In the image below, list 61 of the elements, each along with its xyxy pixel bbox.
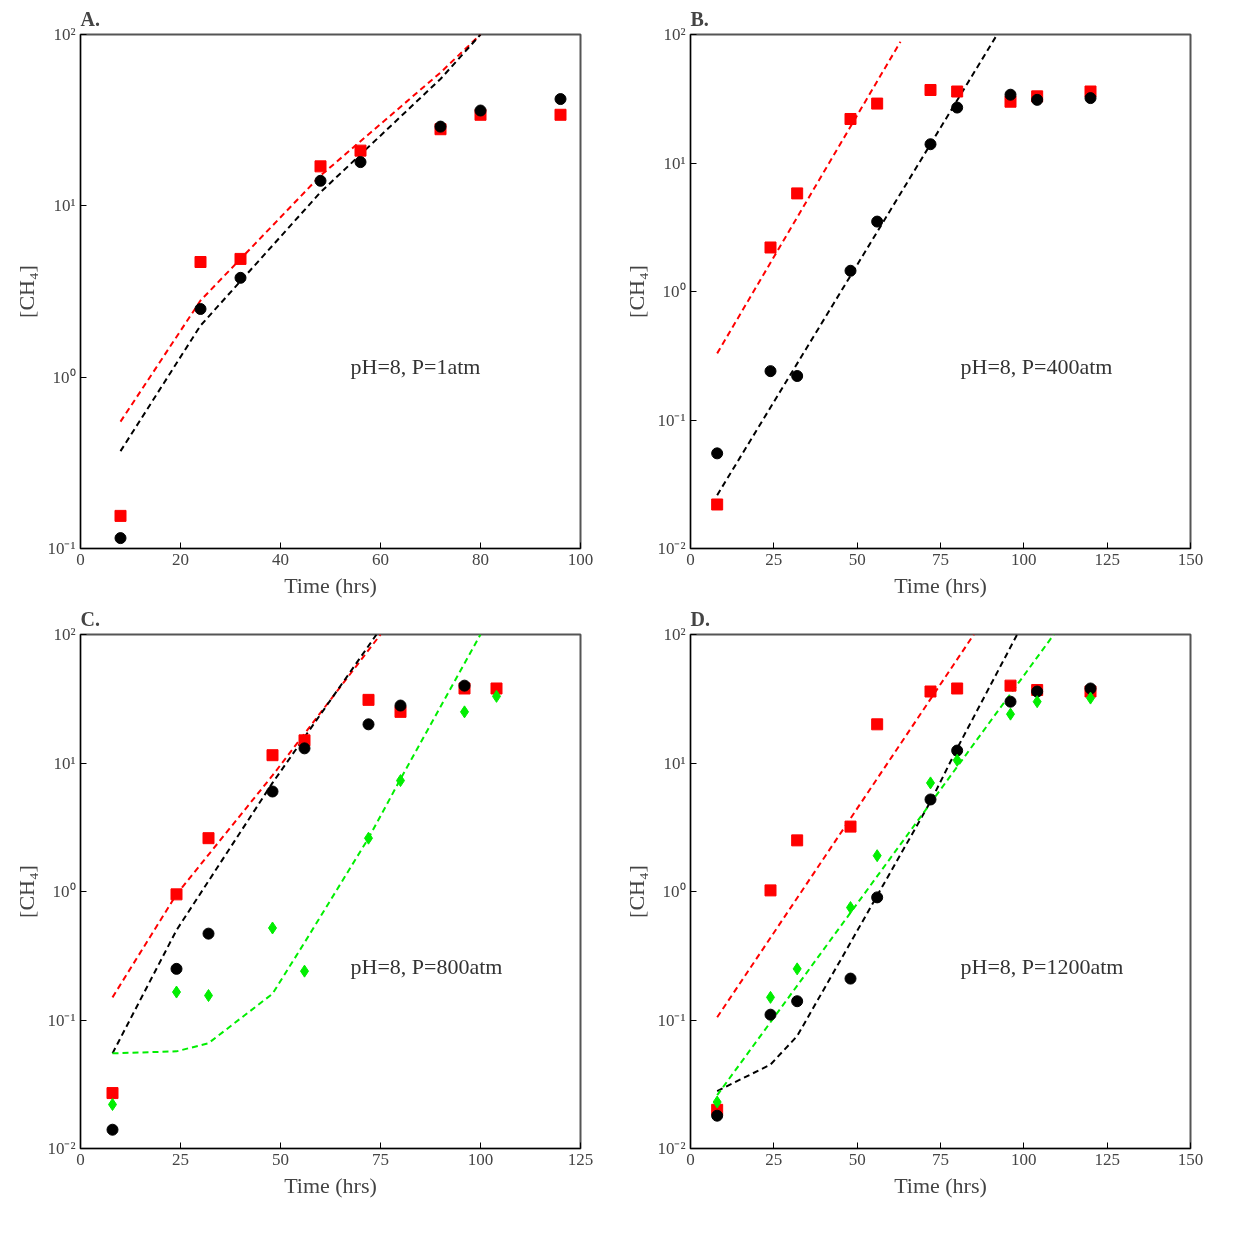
annotation: pH=8, P=1atm — [350, 353, 481, 379]
x-tick-label: 0 — [686, 1149, 695, 1169]
y-axis-title: [CH₄] — [624, 265, 650, 318]
x-tick-label: 125 — [567, 1149, 594, 1169]
x-tick-label: 25 — [765, 1149, 783, 1169]
x-tick-label: 80 — [472, 549, 489, 569]
y-tick-label: 10² — [53, 25, 76, 44]
chart-title: D. — [690, 607, 710, 630]
y-tick-label: 10² — [53, 625, 76, 644]
x-tick-label: 50 — [272, 1149, 289, 1169]
y-tick-label: 10⁻² — [657, 539, 686, 558]
y-tick-label: 10⁻¹ — [47, 1010, 76, 1030]
x-tick-label: 75 — [932, 549, 949, 569]
x-tick-label: 125 — [1094, 1149, 1120, 1169]
y-axis-title: [CH₄] — [624, 865, 650, 918]
y-tick-label: 10¹ — [53, 196, 76, 216]
x-tick-label: 150 — [1177, 549, 1204, 569]
x-tick-label: 75 — [372, 1149, 389, 1169]
x-axis-title: Time (hrs) — [284, 1172, 377, 1198]
chart-title: A. — [80, 7, 100, 30]
annotation: pH=8, P=800atm — [350, 953, 503, 979]
y-tick-label: 10⁰ — [662, 282, 686, 301]
y-tick-label: 10² — [663, 25, 686, 44]
y-tick-label: 10⁻² — [657, 1139, 686, 1158]
y-tick-label: 10⁰ — [52, 882, 76, 901]
y-tick-label: 10² — [663, 625, 686, 644]
x-axis-title: Time (hrs) — [894, 572, 987, 598]
y-axis-title: [CH₄] — [14, 865, 40, 918]
x-tick-label: 100 — [567, 549, 594, 569]
x-tick-label: 25 — [765, 549, 783, 569]
y-tick-label: 10⁰ — [52, 367, 76, 387]
x-tick-label: 50 — [848, 549, 866, 569]
annotation: pH=8, P=400atm — [960, 353, 1113, 379]
y-tick-label: 10⁻¹ — [47, 539, 76, 558]
x-tick-label: 25 — [172, 1149, 189, 1169]
y-tick-label: 10¹ — [663, 153, 686, 173]
x-tick-label: 75 — [932, 1149, 949, 1169]
y-axis-title: [CH₄] — [14, 265, 40, 318]
x-tick-label: 0 — [76, 1149, 85, 1169]
x-tick-label: 0 — [76, 549, 85, 569]
y-tick-label: 10⁻¹ — [657, 1010, 686, 1030]
y-tick-label: 10⁻² — [47, 1139, 76, 1158]
x-tick-label: 50 — [848, 1149, 866, 1169]
chart-title: B. — [690, 7, 709, 30]
x-tick-label: 60 — [372, 549, 389, 569]
x-axis-title: Time (hrs) — [894, 1172, 987, 1198]
y-tick-label: 10¹ — [53, 753, 76, 773]
x-tick-label: 100 — [1011, 549, 1037, 569]
x-tick-label: 40 — [272, 549, 289, 569]
y-tick-label: 10⁰ — [662, 882, 686, 901]
x-tick-label: 125 — [1094, 549, 1120, 569]
x-tick-label: 150 — [1177, 1149, 1204, 1169]
y-tick-label: 10⁻¹ — [657, 410, 686, 430]
x-tick-label: 0 — [686, 549, 695, 569]
annotation: pH=8, P=1200atm — [960, 953, 1124, 979]
x-tick-label: 100 — [467, 1149, 494, 1169]
chart-title: C. — [80, 607, 100, 630]
x-tick-label: 20 — [172, 549, 189, 569]
x-axis-title: Time (hrs) — [284, 572, 377, 598]
x-tick-label: 100 — [1011, 1149, 1037, 1169]
y-tick-label: 10¹ — [663, 753, 686, 773]
